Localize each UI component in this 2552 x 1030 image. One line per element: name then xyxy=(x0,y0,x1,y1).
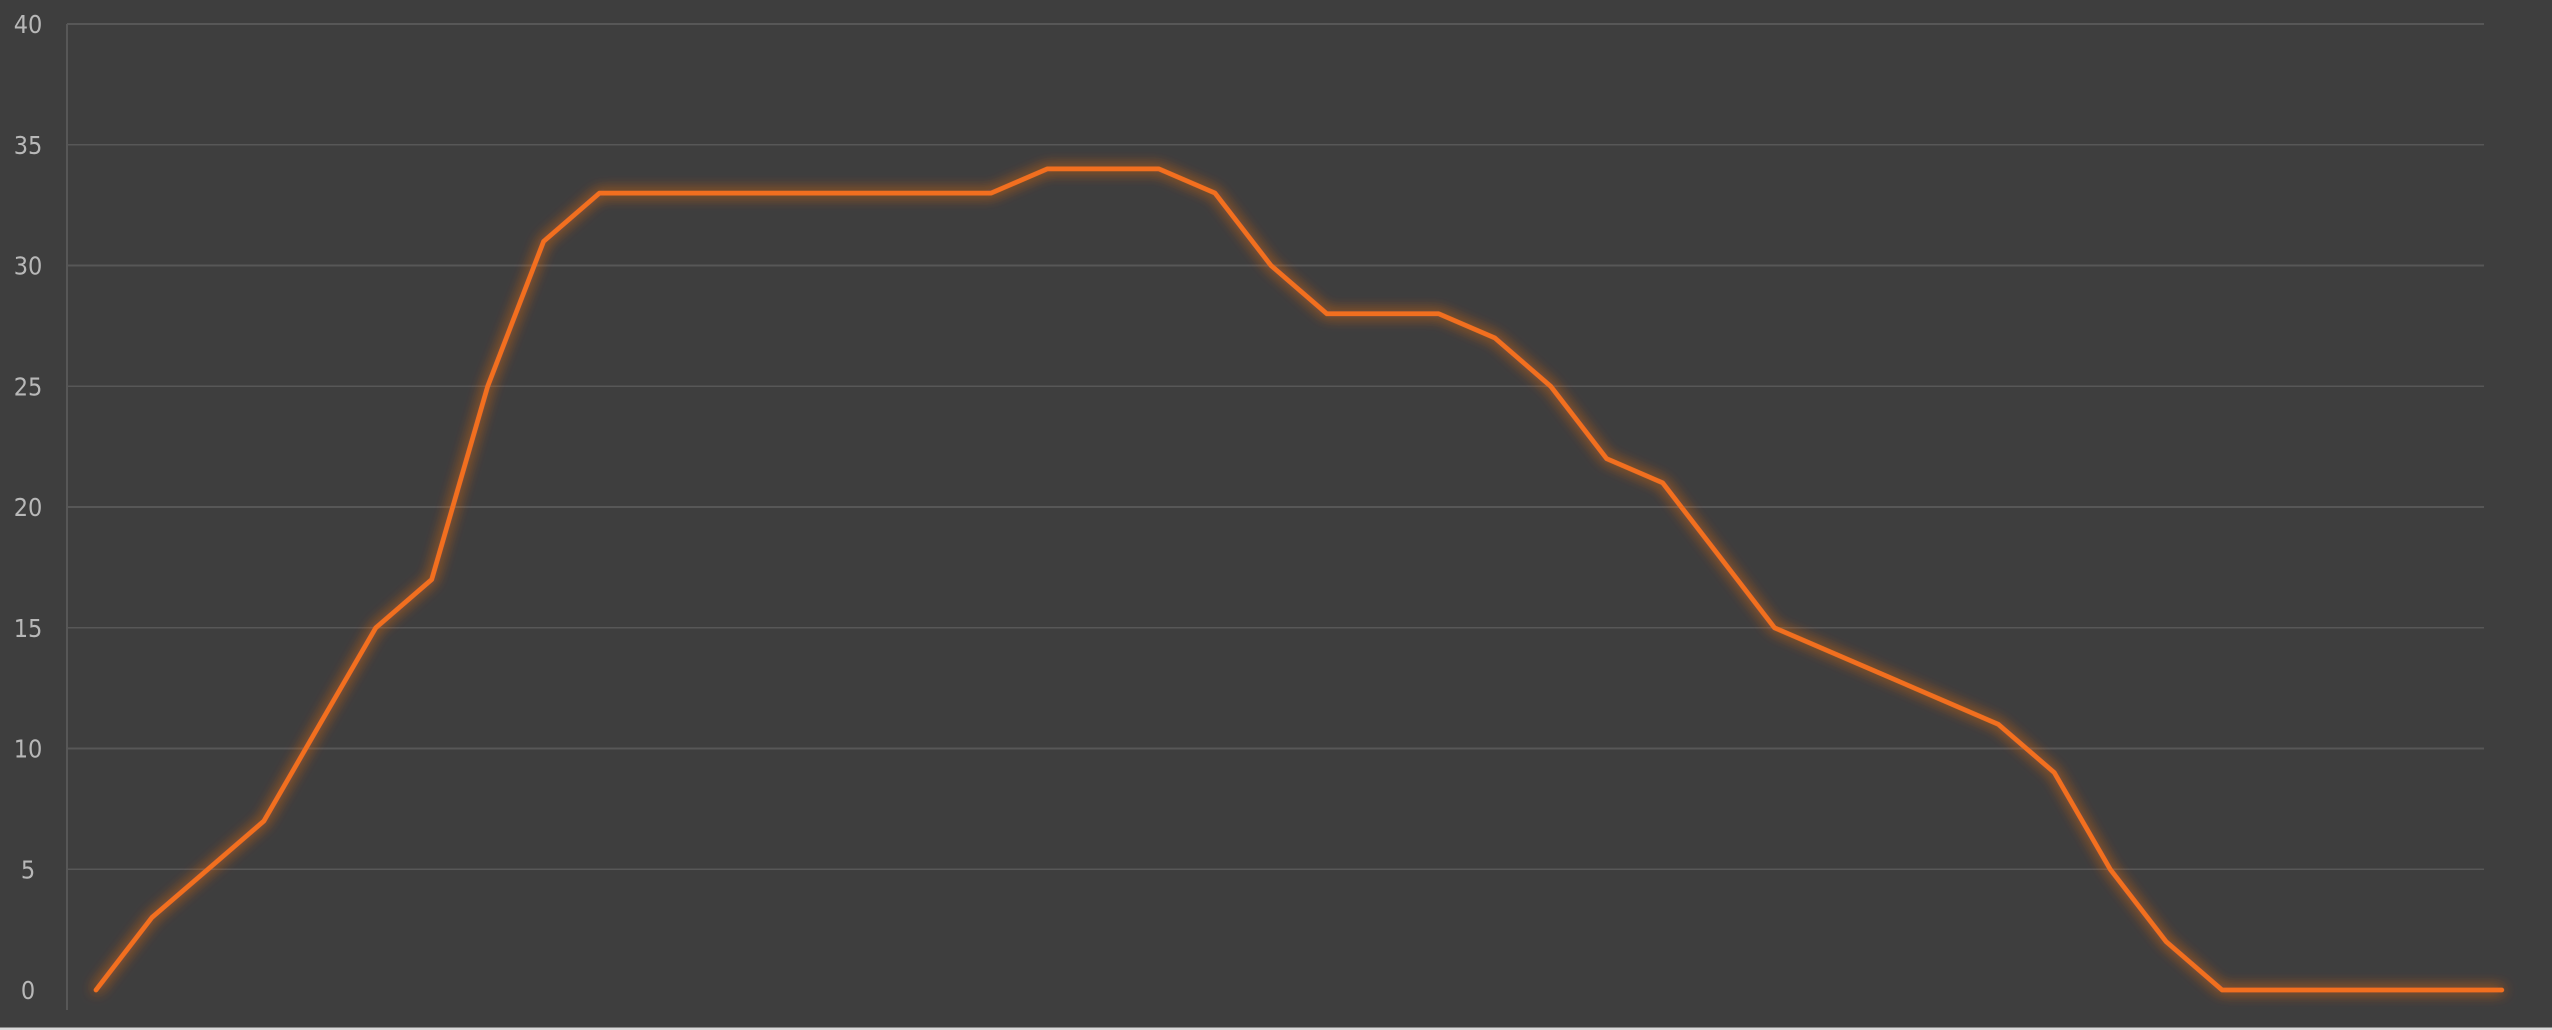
y-tick-label: 20 xyxy=(14,493,43,522)
y-axis-ticks: 0 5 10 15 20 25 30 35 40 xyxy=(14,10,43,1005)
series-line xyxy=(93,166,2505,993)
y-tick-label: 0 xyxy=(21,976,35,1005)
y-tick-label: 35 xyxy=(14,131,43,160)
series-layer xyxy=(93,166,2505,993)
y-tick-label: 25 xyxy=(14,372,43,401)
y-tick-label: 5 xyxy=(21,855,35,884)
y-tick-label: 40 xyxy=(14,10,43,39)
y-tick-label: 30 xyxy=(14,252,43,281)
y-tick-label: 10 xyxy=(14,735,43,764)
grid xyxy=(66,23,2484,1010)
y-tick-label: 15 xyxy=(14,614,43,643)
